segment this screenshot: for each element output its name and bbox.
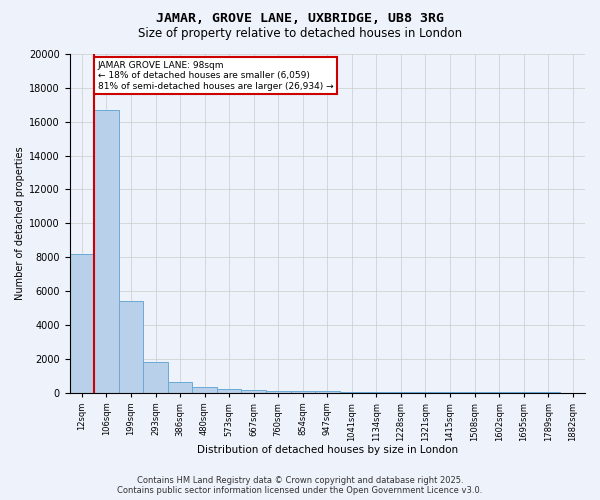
Bar (266, 390, 290, 392)
Bar (119, 301, 143, 392)
Text: Contains HM Land Registry data © Crown copyright and database right 2025.
Contai: Contains HM Land Registry data © Crown c… (118, 476, 482, 495)
Text: JAMAR, GROVE LANE, UXBRIDGE, UB8 3RG: JAMAR, GROVE LANE, UXBRIDGE, UB8 3RG (156, 12, 444, 26)
X-axis label: Distribution of detached houses by size in London: Distribution of detached houses by size … (197, 445, 458, 455)
Bar (193, 388, 217, 392)
Bar (168, 382, 193, 392)
Bar (70, 254, 94, 392)
Text: JAMAR GROVE LANE: 98sqm
← 18% of detached houses are smaller (6,059)
81% of semi: JAMAR GROVE LANE: 98sqm ← 18% of detache… (98, 61, 334, 90)
Bar (241, 390, 266, 392)
Bar (290, 391, 315, 392)
Bar (143, 362, 168, 392)
Y-axis label: Number of detached properties: Number of detached properties (15, 146, 25, 300)
Bar (94, 110, 119, 393)
Text: Size of property relative to detached houses in London: Size of property relative to detached ho… (138, 28, 462, 40)
Bar (217, 390, 241, 392)
